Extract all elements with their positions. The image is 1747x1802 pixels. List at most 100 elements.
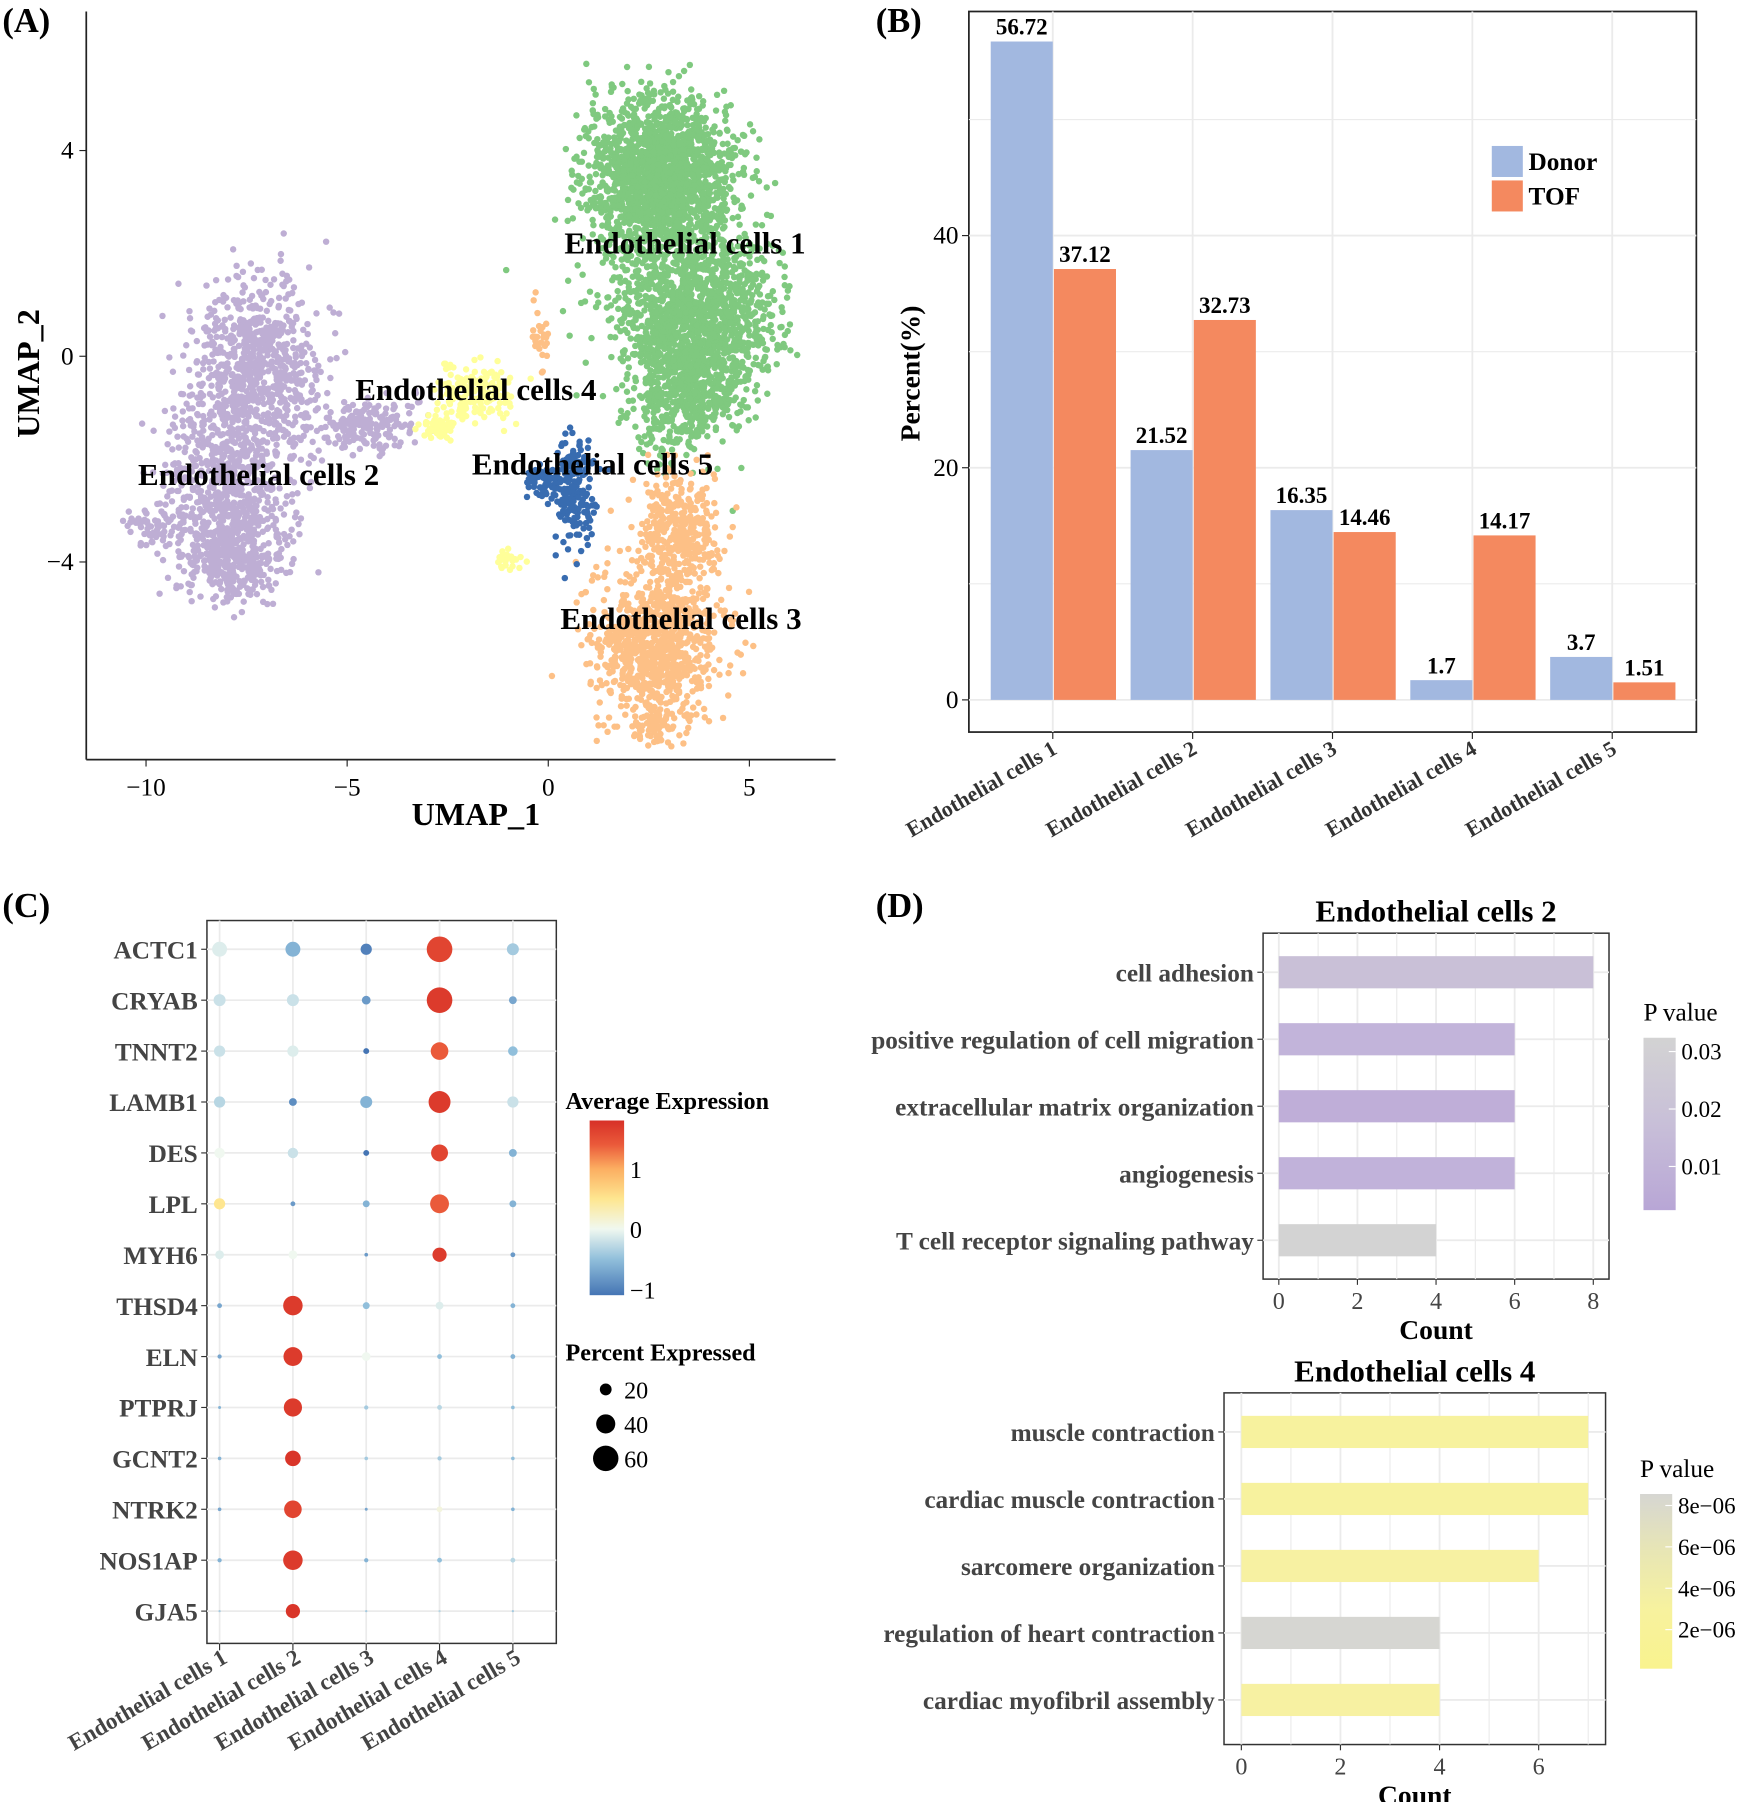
umap-point-cluster-1	[617, 214, 625, 221]
umap-point-cluster-1	[657, 287, 664, 295]
umap-point-cluster-1	[705, 340, 713, 348]
umap-point-cluster-1	[712, 426, 720, 434]
umap-point-cluster-2	[193, 337, 201, 345]
umap-point-cluster-1	[601, 133, 608, 140]
umap-point-cluster-1	[630, 384, 638, 392]
umap-point-cluster-1	[697, 116, 704, 123]
umap-point-cluster-1	[700, 189, 707, 197]
umap-point-cluster-1	[589, 99, 597, 107]
umap-point-cluster-2	[162, 542, 170, 550]
umap-point-cluster-2	[229, 402, 236, 409]
umap-point-cluster-1	[676, 436, 683, 443]
umap-point-cluster-1	[666, 169, 673, 176]
umap-point-cluster-1	[678, 256, 686, 264]
umap-point-cluster-1	[634, 193, 641, 200]
umap-point-cluster-1	[609, 202, 617, 209]
umap-point-cluster-1	[564, 196, 572, 204]
umap-point-cluster-2	[234, 273, 242, 281]
umap-point-cluster-2	[282, 500, 289, 507]
umap-point-cluster-2	[230, 345, 238, 353]
umap-point-cluster-1	[670, 181, 677, 188]
umap-point-cluster-1	[647, 340, 654, 347]
umap-point-cluster-1	[729, 133, 737, 140]
umap-point-cluster-1	[669, 165, 677, 172]
umap-point-cluster-1	[638, 134, 645, 142]
umap-point-cluster-2	[175, 444, 183, 451]
umap-point-cluster-1	[646, 425, 654, 433]
umap-point-cluster-2	[327, 374, 334, 382]
umap-point-cluster-1	[729, 354, 737, 361]
umap-point-cluster-1	[676, 362, 684, 369]
umap-point-cluster-1	[724, 127, 731, 134]
umap-point-cluster-1	[697, 222, 704, 230]
umap-point-cluster-1	[568, 167, 575, 174]
umap-point-cluster-1	[713, 91, 721, 99]
umap-point-cluster-1	[619, 348, 627, 355]
umap-point-cluster-2	[312, 372, 319, 380]
umap-point-cluster-1	[725, 153, 732, 161]
umap-point-cluster-1	[589, 231, 596, 238]
umap-point-cluster-1	[688, 86, 695, 93]
umap-point-cluster-2	[188, 391, 196, 398]
umap-point-cluster-1	[723, 270, 730, 277]
umap-point-cluster-2	[183, 342, 190, 349]
umap-point-cluster-1	[642, 352, 650, 359]
umap-point-cluster-1	[707, 349, 714, 357]
umap-point-cluster-1	[629, 146, 637, 154]
umap-point-cluster-1	[726, 319, 734, 327]
umap-point-cluster-1	[634, 183, 642, 191]
umap-point-cluster-1	[623, 137, 630, 144]
umap-point-cluster-2	[229, 246, 237, 253]
umap-point-cluster-1	[619, 167, 627, 175]
umap-point-cluster-1	[720, 163, 727, 170]
umap-point-cluster-1	[660, 123, 668, 130]
umap-point-cluster-2	[293, 404, 301, 412]
umap-point-cluster-1	[748, 296, 755, 304]
umap-point-cluster-1	[683, 162, 690, 169]
umap-point-cluster-1	[627, 160, 634, 167]
umap-point-cluster-2	[193, 359, 200, 366]
umap-point-cluster-1	[711, 183, 719, 190]
umap-point-cluster-1	[616, 131, 623, 139]
umap-point-cluster-1	[739, 243, 746, 251]
umap-point-cluster-1	[551, 216, 559, 223]
umap-point-cluster-1	[720, 359, 728, 366]
umap-point-cluster-1	[759, 315, 767, 323]
umap-point-cluster-1	[587, 179, 595, 186]
umap-point-cluster-1	[755, 178, 763, 185]
umap-point-cluster-1	[721, 200, 729, 207]
umap-point-cluster-2	[240, 349, 248, 357]
umap-point-cluster-2	[233, 407, 240, 415]
panel-label-d: (D)	[876, 887, 924, 925]
umap-point-cluster-1	[730, 263, 738, 271]
umap-point-cluster-1	[659, 334, 666, 341]
umap-point-cluster-1	[677, 232, 684, 239]
umap-point-cluster-1	[681, 105, 688, 112]
umap-point-cluster-1	[693, 213, 701, 221]
umap-point-cluster-2	[211, 604, 219, 611]
umap-point-cluster-1	[599, 236, 607, 243]
umap-point-cluster-1	[740, 164, 748, 172]
umap-point-cluster-2	[291, 359, 298, 367]
umap-point-cluster-1	[702, 208, 710, 216]
umap-point-cluster-1	[594, 146, 601, 154]
umap-point-cluster-1	[706, 267, 713, 274]
umap-point-cluster-1	[617, 327, 624, 335]
umap-point-cluster-1	[767, 212, 775, 220]
umap-point-cluster-1	[713, 194, 720, 201]
umap-point-cluster-1	[740, 132, 748, 140]
umap-point-cluster-2	[205, 327, 212, 334]
umap-point-cluster-1	[708, 290, 716, 297]
umap-point-cluster-2	[281, 396, 288, 403]
umap-point-cluster-1	[745, 353, 752, 361]
umap-point-cluster-1	[630, 176, 638, 184]
umap-point-cluster-2	[288, 498, 296, 505]
umap-point-cluster-1	[700, 382, 707, 389]
umap-point-cluster-1	[607, 208, 614, 216]
umap-point-cluster-2	[186, 315, 194, 322]
umap-point-cluster-2	[240, 377, 247, 384]
umap-point-cluster-1	[661, 344, 668, 352]
umap-point-cluster-2	[219, 430, 227, 438]
umap-point-cluster-2	[292, 353, 299, 361]
umap-point-cluster-1	[712, 265, 719, 273]
